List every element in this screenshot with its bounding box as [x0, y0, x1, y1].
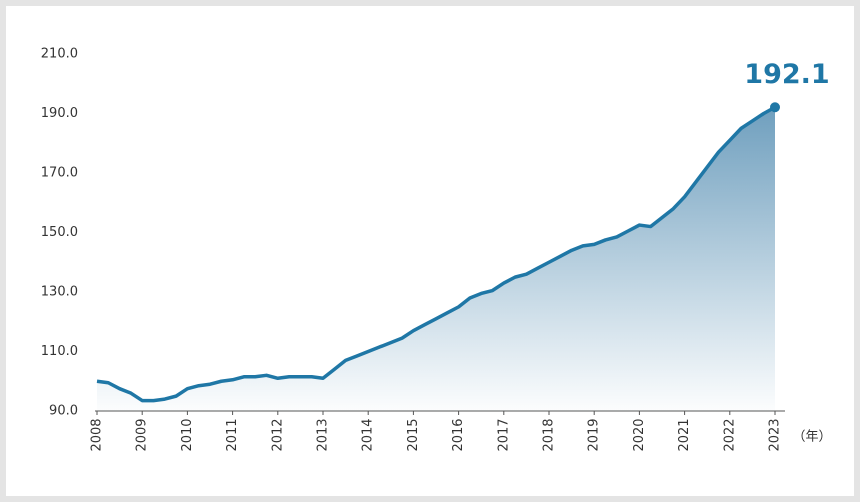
y-tick-label: 150.0 [41, 225, 78, 240]
x-tick-label: 2015 [406, 418, 421, 451]
x-tick-label: 2022 [722, 418, 737, 451]
x-tick-label: 2013 [316, 418, 331, 451]
x-tick-label: 2020 [632, 418, 647, 451]
y-tick-label: 110.0 [41, 344, 78, 359]
end-label: 192.1 [744, 59, 829, 90]
line [96, 105, 776, 403]
x-tick-label: 2018 [542, 418, 557, 451]
area [97, 107, 775, 411]
x-tick-label: 2023 [768, 418, 783, 451]
x-tick-label: 2014 [361, 418, 376, 451]
x-tick-label: 2010 [180, 418, 195, 451]
end-point [770, 102, 780, 113]
y-tick-label: 210.0 [41, 47, 78, 62]
x-tick-label: 2011 [225, 418, 240, 451]
y-tick-label: 170.0 [41, 166, 78, 181]
x-tick-label: 2016 [451, 418, 466, 451]
x-tick-label: 2017 [496, 418, 511, 451]
x-axis-label: （年） [792, 430, 831, 445]
x-tick-label: 2008 [90, 418, 105, 451]
y-tick-label: 90.0 [49, 404, 78, 419]
x-tick-label: 2009 [135, 418, 150, 451]
y-tick-label: 130.0 [41, 285, 78, 300]
x-tick-label: 2012 [270, 418, 285, 451]
x-tick-label: 2019 [587, 418, 602, 451]
y-tick-label: 190.0 [41, 106, 78, 121]
x-tick-label: 2021 [677, 418, 692, 451]
